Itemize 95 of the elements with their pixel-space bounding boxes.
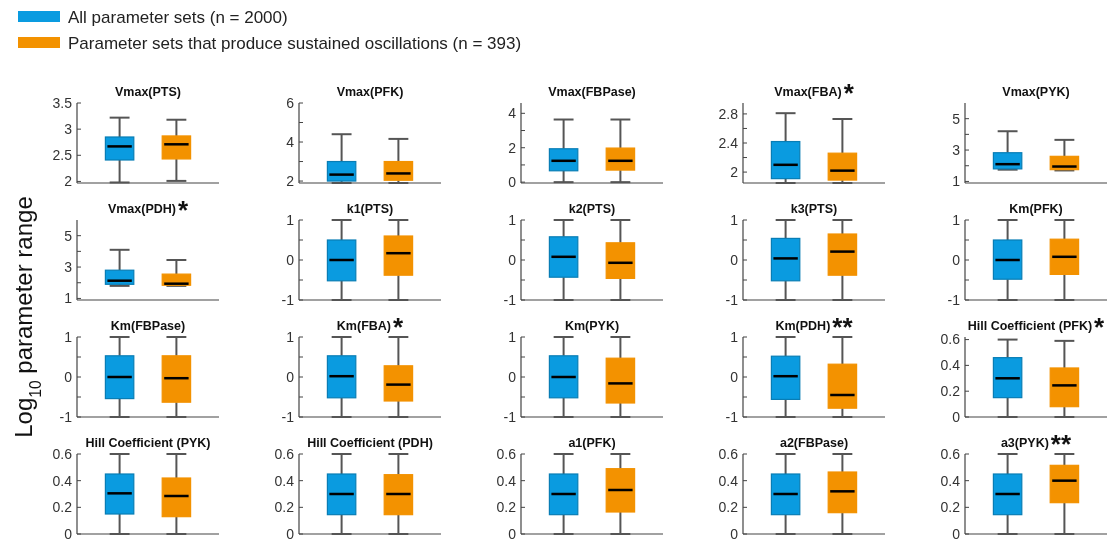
y-tick-label: 0.4 (52, 472, 73, 489)
annotation: ** (832, 312, 854, 342)
y-tick-label: 0.2 (940, 499, 961, 516)
y-tick-label: -1 (725, 408, 739, 425)
chart-title: Vmax(PTS) (115, 85, 181, 99)
y-tick-label: 1 (952, 173, 961, 190)
y-tick-label: 0 (508, 368, 517, 385)
chart-title: Km(PYK) (564, 319, 620, 333)
y-tick-label: 1 (64, 290, 73, 307)
y-tick-label: -1 (281, 408, 295, 425)
y-tick-label: 0.2 (940, 383, 961, 400)
chart-title: Km(FBA) (336, 319, 392, 333)
legend-label: All parameter sets (n = 2000) (68, 7, 288, 27)
chart-title: Hill Coefficient (PDH) (307, 436, 433, 450)
y-tick-label: 1 (64, 328, 73, 345)
y-tick-label: 2.8 (718, 105, 739, 122)
annotation: ** (1050, 429, 1072, 459)
y-tick-label: 0 (508, 525, 517, 540)
y-tick-label: 1 (508, 328, 517, 345)
y-tick-label: 2 (730, 163, 739, 180)
chart-title: Hill Coefficient (PFK) (967, 319, 1093, 333)
y-tick-label: 0.6 (718, 445, 739, 462)
chart-title: a1(PFK) (568, 436, 616, 450)
y-tick-label: 0 (952, 408, 961, 425)
y-tick-label: 6 (286, 94, 295, 111)
y-tick-label: 0.4 (940, 357, 961, 374)
chart-title: k2(PTS) (568, 202, 616, 216)
y-tick-label: -1 (725, 291, 739, 308)
y-tick-label: 2 (286, 172, 295, 189)
y-tick-label: 3 (64, 258, 73, 275)
annotation: * (1094, 312, 1106, 342)
y-tick-label: 2.4 (718, 134, 739, 151)
chart-title: a3(PYK) (1000, 436, 1049, 450)
y-tick-label: 0.6 (274, 445, 295, 462)
y-tick-label: 2 (508, 139, 517, 156)
chart-title: Km(FBPase) (110, 319, 186, 333)
chart-title: Vmax(FBA) (774, 85, 842, 99)
y-tick-label: 0.2 (718, 499, 739, 516)
y-tick-label: 1 (730, 328, 739, 345)
y-tick-label: 4 (508, 105, 517, 122)
chart-title: k1(PTS) (346, 202, 394, 216)
y-tick-label: 0 (64, 368, 73, 385)
y-tick-label: 0.4 (496, 472, 517, 489)
y-tick-label: 0.2 (274, 499, 295, 516)
y-tick-label: 1 (286, 211, 295, 228)
y-tick-label: 0 (286, 368, 295, 385)
y-tick-label: 3 (64, 121, 73, 138)
annotation: * (177, 195, 189, 225)
y-tick-label: 1 (952, 211, 961, 228)
y-tick-label: 0 (730, 368, 739, 385)
y-tick-label: 0 (64, 525, 73, 540)
y-tick-label: -1 (503, 408, 517, 425)
chart-title: k3(PTS) (790, 202, 838, 216)
y-tick-label: -1 (947, 291, 961, 308)
y-tick-label: 2.5 (52, 147, 73, 164)
y-tick-label: 0 (508, 251, 517, 268)
y-tick-label: 0 (952, 251, 961, 268)
y-tick-label: -1 (503, 291, 517, 308)
y-tick-label: 4 (286, 133, 295, 150)
annotation: * (843, 78, 855, 108)
y-tick-label: 0.6 (52, 445, 73, 462)
chart-title: Vmax(PFK) (336, 85, 404, 99)
y-tick-label: 0 (730, 525, 739, 540)
y-tick-label: 0 (952, 525, 961, 540)
y-tick-label: 0.6 (940, 445, 961, 462)
y-tick-label: 0 (286, 525, 295, 540)
y-tick-label: 0.2 (496, 499, 517, 516)
chart-title: Km(PDH) (775, 319, 831, 333)
y-tick-label: 0.4 (274, 472, 295, 489)
y-tick-label: 0.4 (940, 472, 961, 489)
y-tick-label: 0 (730, 251, 739, 268)
y-tick-label: -1 (281, 291, 295, 308)
chart-title: Km(PFK) (1009, 202, 1063, 216)
chart-title: Vmax(FBPase) (548, 85, 636, 99)
y-tick-label: 3.5 (52, 94, 73, 111)
chart-title: Vmax(PDH) (107, 202, 176, 216)
y-tick-label: 0.4 (718, 472, 739, 489)
y-tick-label: 1 (508, 211, 517, 228)
y-tick-label: 0.6 (940, 331, 961, 348)
y-tick-label: 3 (952, 141, 961, 158)
y-tick-label: 0 (286, 251, 295, 268)
chart-title: Hill Coefficient (PYK) (85, 436, 211, 450)
y-tick-label: 1 (730, 211, 739, 228)
y-tick-label: -1 (59, 408, 73, 425)
legend-label: Parameter sets that produce sustained oscillations (n = 393) (68, 33, 522, 53)
y-tick-label: 2 (64, 173, 73, 190)
y-tick-label: 0 (508, 174, 517, 191)
chart-title: a2(FBPase) (779, 436, 849, 450)
y-tick-label: 0.2 (52, 499, 73, 516)
y-tick-label: 0.6 (496, 445, 517, 462)
y-tick-label: 5 (64, 227, 73, 244)
chart-title: Vmax(PYK) (1002, 85, 1070, 99)
annotation: * (393, 312, 405, 342)
y-tick-label: 5 (952, 110, 961, 127)
y-tick-label: 1 (286, 328, 295, 345)
